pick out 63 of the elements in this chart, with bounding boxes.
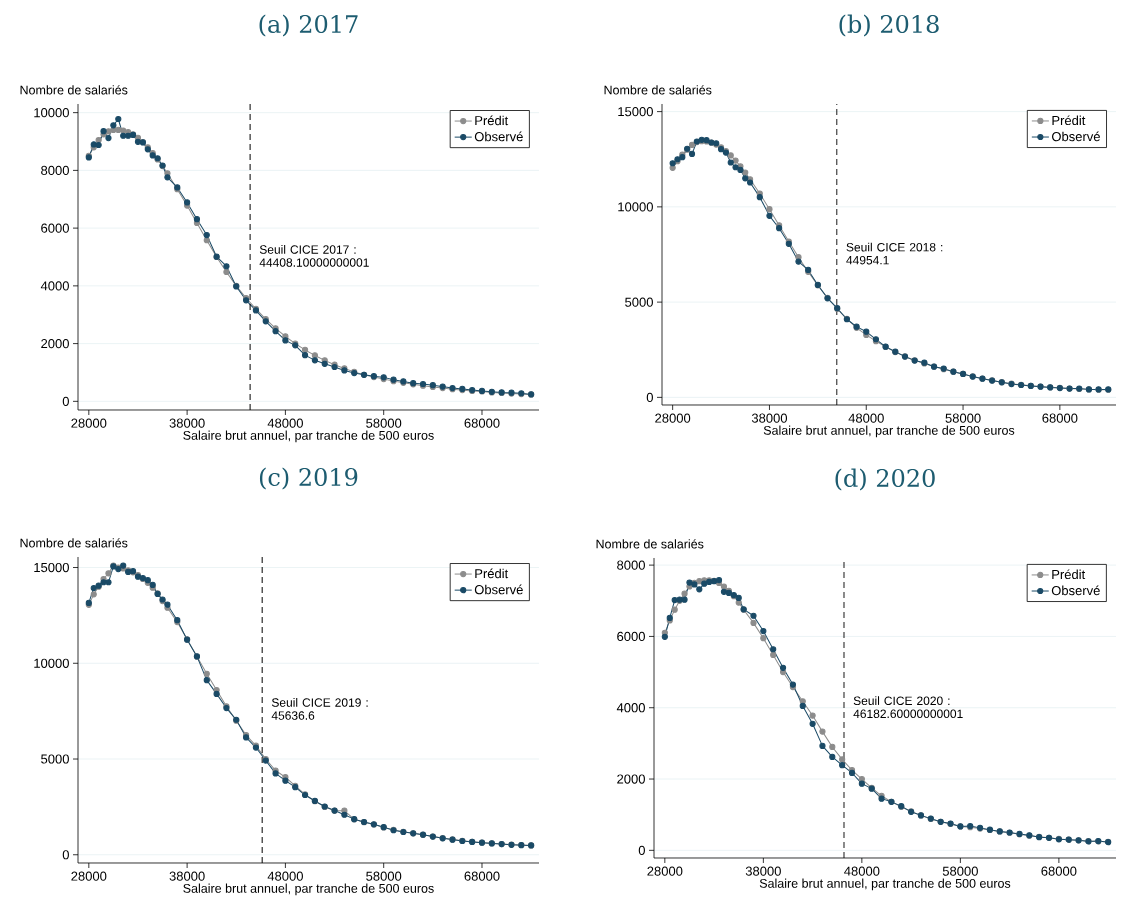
x-tick-label: 28000 xyxy=(71,871,107,881)
legend-label: Prédit xyxy=(1052,569,1086,580)
y-tick-label: 8000 xyxy=(41,165,69,175)
y-tick-label: 0 xyxy=(638,845,645,855)
y-axis-title: Nombre de salariés xyxy=(20,85,128,95)
legend-label: Observé xyxy=(1052,131,1100,142)
y-tick-label: 0 xyxy=(62,396,69,406)
y-tick-label: 4000 xyxy=(40,281,69,291)
y-tick-label: 5000 xyxy=(41,754,69,764)
x-tick-label: 28000 xyxy=(647,866,683,876)
y-tick-label: 15000 xyxy=(34,562,69,573)
y-tick-label: 15000 xyxy=(618,107,653,117)
ref-line-label: Seuil CICE 2018 : 44954.1 xyxy=(846,242,943,265)
x-tick-label: 48000 xyxy=(848,413,884,423)
x-tick-label: 68000 xyxy=(1041,866,1077,876)
ref-line-label: Seuil CICE 2020 : 46182.60000000001 xyxy=(853,696,963,718)
x-tick-label: 38000 xyxy=(169,418,205,428)
legend-label: Prédit xyxy=(1052,115,1086,126)
y-tick-label: 6000 xyxy=(617,631,645,642)
x-tick-label: 58000 xyxy=(945,413,981,423)
chart-title: (b) 2018 xyxy=(839,14,939,37)
x-tick-label: 38000 xyxy=(745,866,781,876)
chart-title: (d) 2020 xyxy=(835,468,935,491)
y-tick-label: 10000 xyxy=(34,108,69,118)
legend-label: Observé xyxy=(474,584,523,595)
x-tick-label: 68000 xyxy=(464,871,500,881)
x-tick-label: 48000 xyxy=(267,418,303,428)
y-axis-title: Nombre de salariés xyxy=(596,539,704,549)
x-tick-label: 68000 xyxy=(1042,413,1078,423)
y-axis-title: Nombre de salariés xyxy=(604,85,712,95)
x-tick-label: 28000 xyxy=(655,413,691,423)
x-axis-title: Salaire brut annuel, par tranche de 500 euros xyxy=(763,425,1015,438)
y-tick-label: 2000 xyxy=(617,774,645,784)
y-tick-label: 5000 xyxy=(625,297,653,307)
x-tick-label: 28000 xyxy=(71,418,107,428)
x-tick-label: 68000 xyxy=(464,418,500,428)
y-tick-label: 0 xyxy=(62,850,69,860)
y-tick-label: 6000 xyxy=(41,223,69,233)
x-tick-label: 38000 xyxy=(169,871,205,881)
legend-label: Observé xyxy=(1051,585,1100,596)
ref-line-label: Seuil CICE 2019 : 45636.6 xyxy=(271,697,368,720)
y-tick-label: 8000 xyxy=(617,560,645,570)
x-tick-label: 48000 xyxy=(267,871,303,881)
y-tick-label: 2000 xyxy=(41,338,69,349)
x-tick-label: 38000 xyxy=(751,413,788,423)
legend-label: Prédit xyxy=(475,115,509,126)
y-tick-label: 10000 xyxy=(34,658,69,668)
x-tick-label: 48000 xyxy=(844,866,880,876)
x-axis-title: Salaire brut annuel, par tranche de 500 euros xyxy=(759,878,1011,891)
y-tick-label: 4000 xyxy=(616,703,645,713)
legend-label: Prédit xyxy=(475,568,509,579)
x-tick-label: 58000 xyxy=(366,418,402,428)
x-axis-title: Salaire brut annuel, par tranche de 500 euros xyxy=(183,883,434,896)
x-tick-label: 58000 xyxy=(366,871,402,881)
chart-title: (c) 2019 xyxy=(259,467,358,490)
x-tick-label: 58000 xyxy=(942,866,978,876)
y-tick-label: 10000 xyxy=(618,202,653,212)
chart-title: (a) 2017 xyxy=(259,14,358,37)
x-axis-title: Salaire brut annuel, par tranche de 500 euros xyxy=(183,430,434,443)
y-axis-title: Nombre de salariés xyxy=(20,538,128,548)
y-tick-label: 0 xyxy=(646,392,653,402)
legend-label: Observé xyxy=(474,131,523,142)
ref-line-label: Seuil CICE 2017 : 44408.10000000001 xyxy=(259,244,369,267)
